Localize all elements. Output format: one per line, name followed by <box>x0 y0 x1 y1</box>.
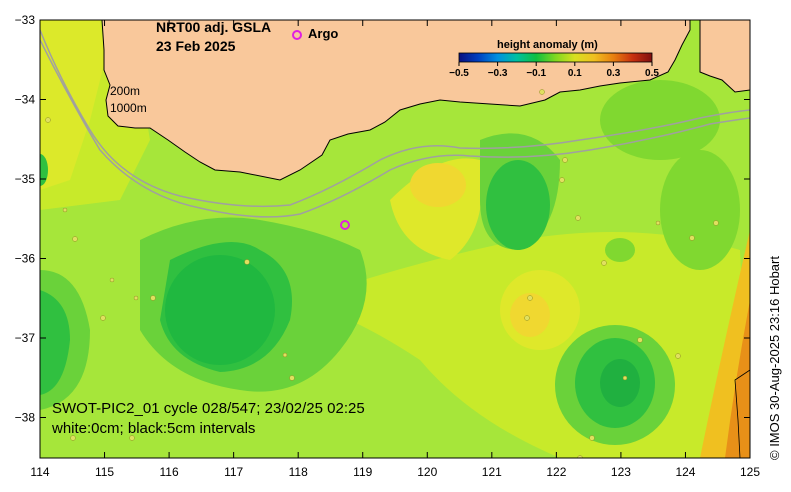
y-tick-label: −38 <box>15 411 36 425</box>
bathymetry-200m <box>40 29 750 208</box>
map-date: 23 Feb 2025 <box>156 38 236 54</box>
x-tick-label: 115 <box>95 465 114 479</box>
bathymetry-1000m <box>40 39 750 218</box>
map-title: NRT00 adj. GSLA <box>156 19 272 35</box>
y-tick-label: −34 <box>15 93 36 107</box>
x-tick-label: 116 <box>160 465 179 479</box>
anomaly-zone <box>40 290 70 395</box>
x-tick-label: 117 <box>224 465 243 479</box>
colorbar-tick-label: −0.1 <box>526 68 546 79</box>
argo-legend-icon <box>292 29 302 40</box>
anomaly-zone <box>510 293 550 337</box>
x-tick-label: 121 <box>482 465 502 479</box>
x-tick-label: 122 <box>546 465 566 479</box>
argo-legend: Argo <box>292 26 338 41</box>
land-mass <box>734 369 750 458</box>
anomaly-zone <box>605 238 635 262</box>
x-axis: 114 115 116 117 118 119 120 121 122 123 124 125 <box>30 20 760 479</box>
colorbar: −0.5 −0.3 −0.1 0.1 0.3 0.5 <box>449 52 659 79</box>
y-tick-label: −37 <box>15 331 36 345</box>
y-axis: −33 −34 −35 −36 −37 −38 <box>15 13 750 425</box>
y-tick-label: −33 <box>15 13 36 27</box>
anomaly-zone <box>410 163 466 207</box>
credit-text: © IMOS 30-Aug-2025 23:16 Hobart <box>767 256 782 460</box>
x-tick-label: 125 <box>740 465 760 479</box>
anomaly-zone <box>725 300 750 458</box>
swot-info: SWOT-PIC2_01 cycle 028/547; 23/02/25 02:… <box>52 400 365 417</box>
anomaly-zone <box>165 255 275 365</box>
anomaly-zone <box>40 20 105 190</box>
anomaly-zone <box>600 359 640 407</box>
x-tick-label: 118 <box>289 465 308 479</box>
x-tick-label: 119 <box>353 465 372 479</box>
contour-interval-note: white:0cm; black:5cm intervals <box>52 420 256 437</box>
anomaly-zone <box>486 160 550 250</box>
argo-legend-label: Argo <box>308 26 339 41</box>
colorbar-tick-label: −0.5 <box>449 68 469 79</box>
colorbar-tick-label: 0.1 <box>568 68 582 79</box>
y-tick-label: −36 <box>15 252 36 266</box>
colorbar-gradient <box>458 52 653 63</box>
y-tick-label: −35 <box>15 172 36 186</box>
land-mass <box>699 20 750 93</box>
colorbar-tick-label: −0.3 <box>488 68 508 79</box>
colorbar-title: height anomaly (m) <box>497 39 598 51</box>
swot-observation-dots <box>45 89 719 458</box>
x-tick-label: 123 <box>611 465 631 479</box>
plot-frame <box>39 19 751 459</box>
x-tick-label: 114 <box>30 465 49 479</box>
argo-float-marker <box>340 220 350 230</box>
contour-label-200m: 200m <box>110 84 141 98</box>
sea-surface-field <box>40 20 750 458</box>
x-tick-label: 120 <box>417 465 437 479</box>
colorbar-tick-label: 0.3 <box>606 68 620 79</box>
anomaly-zone <box>600 80 720 160</box>
anomaly-zone <box>660 150 740 270</box>
contour-label-1000m: 1000m <box>110 101 147 115</box>
x-tick-label: 124 <box>675 465 695 479</box>
anomaly-zone <box>40 154 48 186</box>
colorbar-tick-label: 0.5 <box>645 68 659 79</box>
